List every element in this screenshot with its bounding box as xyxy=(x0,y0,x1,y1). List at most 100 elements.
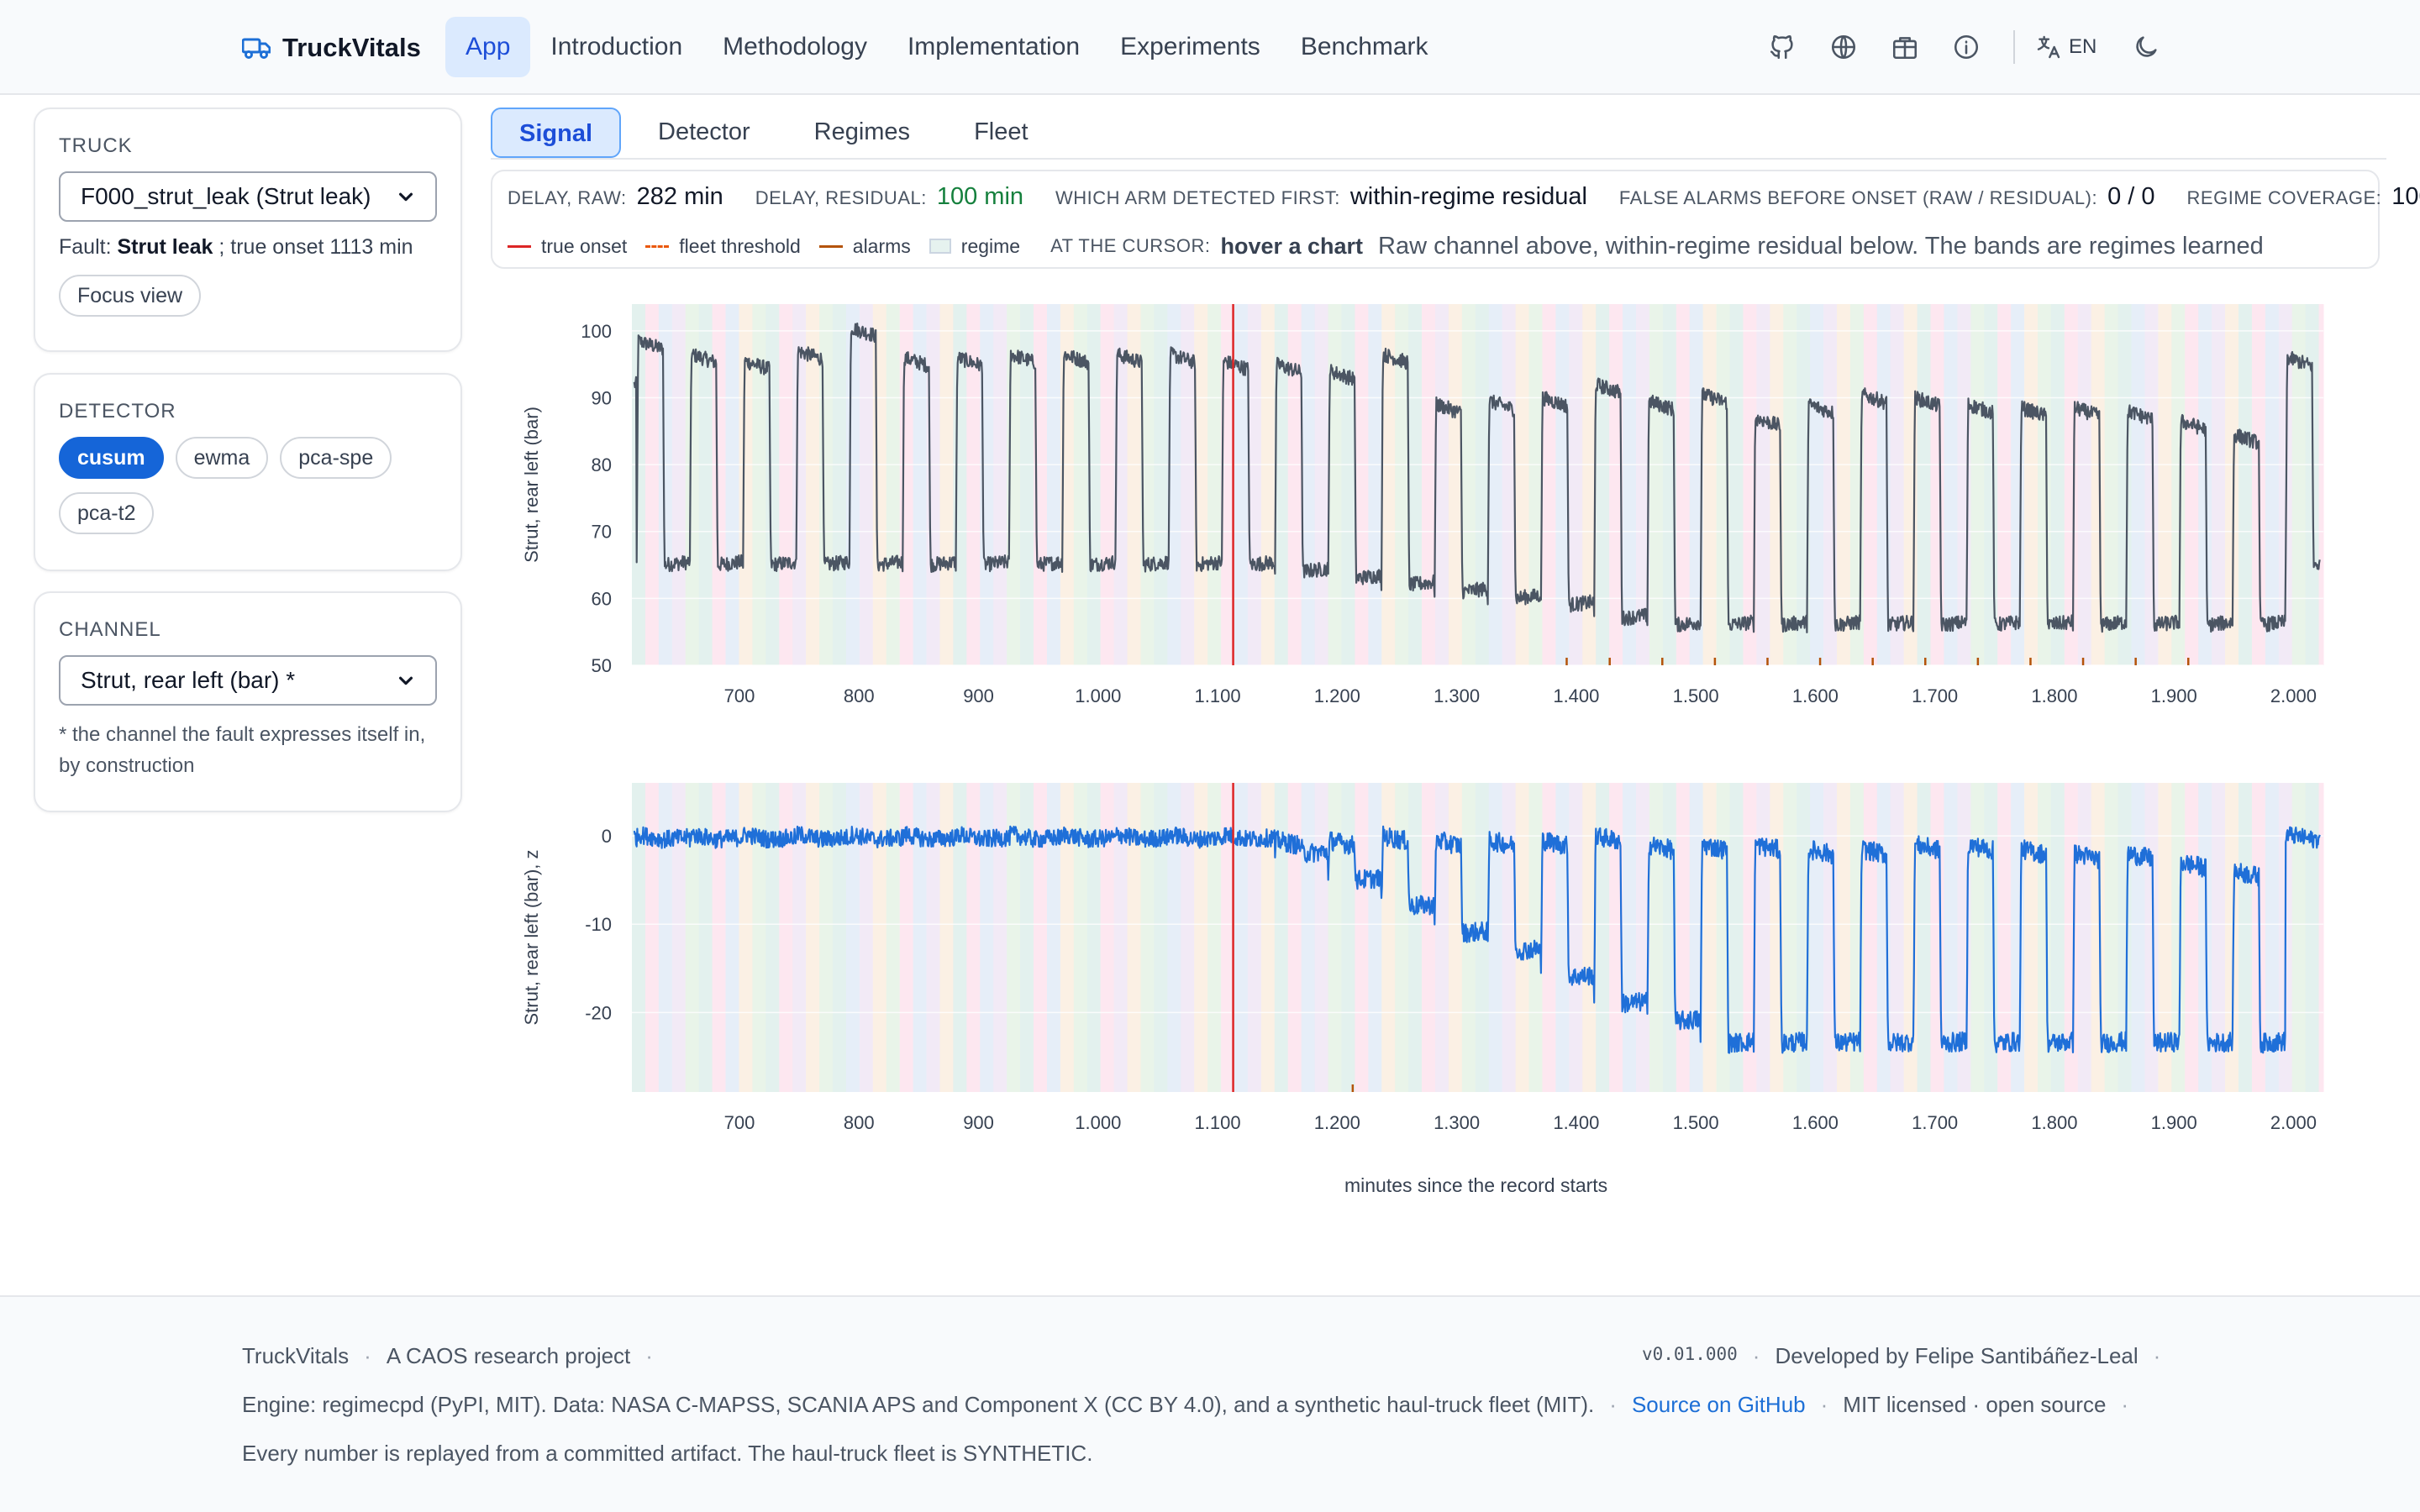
detector-pca-spe[interactable]: pca-spe xyxy=(280,437,392,479)
regime-band xyxy=(1555,304,1570,665)
footer-version: v0.01.000 xyxy=(1642,1344,1738,1364)
x-tick-label: 1.000 xyxy=(1075,1112,1121,1133)
main-nav: App Introduction Methodology Implementat… xyxy=(445,17,1449,77)
regime-band xyxy=(1515,304,1530,665)
language-switch[interactable]: EN xyxy=(2035,34,2096,60)
source-link[interactable]: Source on GitHub xyxy=(1631,1392,1806,1417)
regime-band xyxy=(1569,783,1583,1092)
regime-band xyxy=(1434,783,1449,1092)
tab-signal[interactable]: Signal xyxy=(491,108,622,158)
channel-select[interactable]: Strut, rear left (bar) * xyxy=(59,655,437,706)
regime-band xyxy=(939,304,954,665)
nav-introduction[interactable]: Introduction xyxy=(550,33,683,60)
regime-band xyxy=(1957,304,1971,665)
x-tick-label: 1.200 xyxy=(1314,1112,1360,1133)
regime-band xyxy=(1234,304,1249,665)
info-icon[interactable] xyxy=(1947,28,1986,66)
nav-implementation[interactable]: Implementation xyxy=(907,33,1081,60)
regime-band xyxy=(1461,304,1476,665)
github-icon[interactable] xyxy=(1763,28,1802,66)
regime-band xyxy=(1823,783,1838,1092)
regime-band xyxy=(806,783,820,1092)
legend-alarms-label: alarms xyxy=(852,234,911,257)
regime-band xyxy=(1020,304,1034,665)
top-header: TruckVitals App Introduction Methodology… xyxy=(0,0,2420,95)
regime-band xyxy=(1247,783,1262,1092)
regime-band xyxy=(953,783,967,1092)
regime-band xyxy=(845,304,860,665)
regime-band xyxy=(832,783,847,1092)
x-tick-label: 1.800 xyxy=(2031,1112,2077,1133)
regime-band xyxy=(993,783,1007,1092)
regime-band xyxy=(845,783,860,1092)
tab-fleet[interactable]: Fleet xyxy=(974,118,1028,145)
regime-band xyxy=(1944,783,1958,1092)
regime-band xyxy=(725,304,739,665)
channel-note: * the channel the fault expresses itself… xyxy=(59,723,426,777)
globe-icon[interactable] xyxy=(1824,28,1863,66)
regime-band xyxy=(1984,304,1998,665)
y-tick-label: 100 xyxy=(581,321,612,342)
detector-cusum[interactable]: cusum xyxy=(59,437,164,479)
regime-band xyxy=(1046,783,1061,1092)
legend-fleet-threshold: fleet threshold xyxy=(645,235,801,258)
focus-view-button[interactable]: Focus view xyxy=(59,275,202,317)
y-axis-label: Strut, rear left (bar), z xyxy=(521,849,542,1025)
regime-band xyxy=(1582,304,1597,665)
nav-app[interactable]: App xyxy=(445,17,531,77)
regime-band xyxy=(1970,783,1985,1092)
regime-band xyxy=(1863,783,1878,1092)
x-tick-label: 800 xyxy=(844,685,875,706)
tab-regimes[interactable]: Regimes xyxy=(813,118,911,145)
regime-band xyxy=(1381,304,1396,665)
regime-band xyxy=(1073,304,1088,665)
regime-band xyxy=(2091,304,2106,665)
nav-methodology[interactable]: Methodology xyxy=(723,33,867,60)
detector-ewma[interactable]: ewma xyxy=(175,437,269,479)
truck-select[interactable]: F000_strut_leak (Strut leak) xyxy=(59,171,437,222)
onset-swatch xyxy=(508,244,531,248)
detector-pca-t2[interactable]: pca-t2 xyxy=(59,492,155,534)
regime-band xyxy=(1582,783,1597,1092)
footer-row-1-right: v0.01.000 · Developed by Felipe Santibáñez… xyxy=(1642,1343,2161,1368)
nav-benchmark[interactable]: Benchmark xyxy=(1300,33,1428,60)
regime-band xyxy=(1716,304,1731,665)
residual-signal-chart[interactable]: -20 -10 0 700 800 900 1.000 1.100 1.200 1.300 1.40… xyxy=(504,764,2386,1151)
legend-regime-label: regime xyxy=(960,234,1021,257)
regime-band xyxy=(1702,783,1718,1092)
regime-band xyxy=(2050,304,2065,665)
nav-experiments[interactable]: Experiments xyxy=(1120,33,1260,60)
raw-signal-chart[interactable]: 50 60 70 80 90 100 700 800 900 1.000 1.100 1.200 1.3… xyxy=(504,296,2386,716)
regime-band xyxy=(1810,783,1824,1092)
moon-icon[interactable] xyxy=(2127,28,2165,66)
regime-band xyxy=(1060,783,1075,1092)
regime-band xyxy=(1475,304,1490,665)
y-tick-label: -20 xyxy=(585,1002,612,1023)
regime-band xyxy=(1207,304,1222,665)
brand[interactable]: TruckVitals xyxy=(242,30,421,66)
regime-band xyxy=(671,304,687,665)
tab-detector[interactable]: Detector xyxy=(658,118,750,145)
regime-band xyxy=(1756,304,1770,665)
legend-true-onset: true onset xyxy=(508,235,627,258)
regime-band xyxy=(1167,304,1181,665)
x-tick-label: 1.900 xyxy=(2151,1112,2197,1133)
regime-band xyxy=(1368,783,1382,1092)
regime-band xyxy=(1127,304,1141,665)
regime-band xyxy=(2291,783,2307,1092)
gift-icon[interactable] xyxy=(1886,28,1924,66)
regime-band xyxy=(1997,783,2012,1092)
threshold-swatch xyxy=(645,244,670,248)
regime-band xyxy=(765,304,780,665)
regime-band xyxy=(1596,304,1610,665)
regime-band xyxy=(2238,783,2253,1092)
x-tick-label: 1.600 xyxy=(1792,1112,1839,1133)
regime-band xyxy=(2104,783,2119,1092)
regime-band xyxy=(1542,304,1556,665)
delay-raw-label: DELAY, RAW: xyxy=(508,187,627,208)
regime-band xyxy=(739,783,753,1092)
y-tick-label: -10 xyxy=(585,914,612,935)
regime-band xyxy=(1662,304,1677,665)
detector-card: DETECTOR cusum ewma pca-spe pca-t2 xyxy=(34,373,462,571)
series-line xyxy=(633,323,2321,633)
